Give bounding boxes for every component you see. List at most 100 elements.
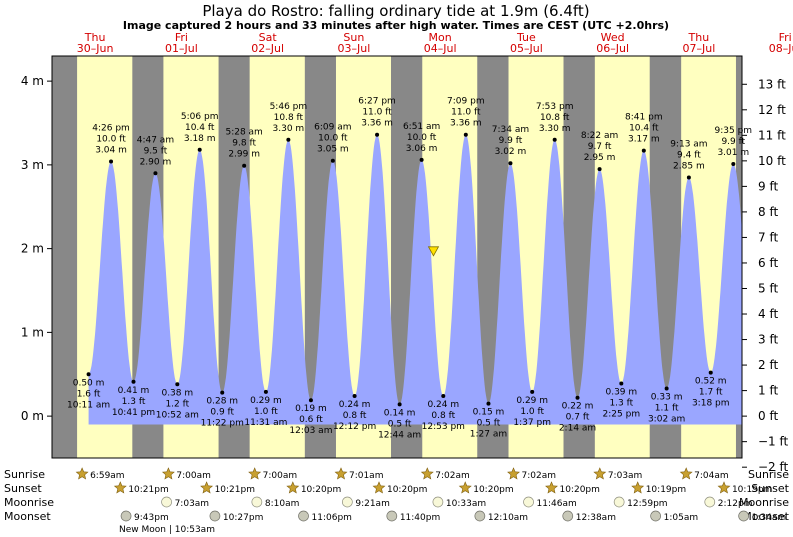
day-date-6: 06–Jul — [596, 42, 629, 55]
moonrise-icon-3 — [432, 496, 444, 508]
extreme-label-10-2: 12:03 am — [289, 426, 332, 436]
extreme-dot-19 — [508, 161, 513, 166]
extreme-label-4-2: 10:52 am — [156, 410, 199, 420]
moonrise-time-3: 10:33am — [446, 499, 486, 509]
moonrise-icon-6 — [704, 496, 716, 508]
extreme-dot-6 — [220, 390, 225, 395]
sunrise-icon-0 — [75, 467, 89, 480]
extreme-label-24-2: 2:25 pm — [603, 409, 641, 419]
sunset-icon-1 — [200, 481, 214, 494]
extreme-dot-16 — [441, 394, 446, 399]
y-tick-label-m-2: 2 m — [21, 242, 44, 256]
sunset-time-1: 10:21pm — [215, 485, 255, 495]
extreme-dot-14 — [397, 402, 402, 407]
extreme-dot-26 — [664, 386, 669, 391]
extreme-label-29-1: 9.9 ft — [721, 137, 745, 147]
extreme-label-7-1: 9.8 ft — [232, 139, 256, 149]
extreme-label-19-2: 3.02 m — [495, 147, 527, 157]
extreme-label-17-0: 7:09 pm — [447, 97, 485, 107]
extreme-label-5-2: 3.18 m — [184, 134, 216, 144]
extreme-label-1-2: 3.04 m — [95, 146, 127, 156]
extreme-label-21-2: 3.30 m — [539, 124, 571, 134]
extreme-label-29-2: 3.01 m — [717, 148, 749, 158]
sunrise-icon-2 — [248, 467, 262, 480]
y-axis-meters: 0 m 1 m 2 m 3 m 4 m — [21, 74, 52, 423]
day-date-5: 05–Jul — [510, 42, 543, 55]
sunrise-time-6: 7:03am — [608, 471, 643, 481]
sunrise-time-1: 7:00am — [176, 471, 211, 481]
y-tick-label-ft-14: 12 ft — [758, 103, 786, 117]
day-name-1: Fri — [175, 31, 188, 44]
y-tick-label-ft-12: 10 ft — [758, 154, 786, 168]
extreme-label-23-1: 9.7 ft — [588, 142, 612, 152]
extreme-label-22-0: 0.22 m — [562, 402, 594, 412]
extreme-dot-23 — [597, 167, 602, 172]
sunset-icon-4 — [458, 481, 472, 494]
extreme-label-10-0: 0.19 m — [295, 404, 327, 414]
moonrise-icon-0 — [161, 496, 172, 508]
extreme-label-19-1: 9.9 ft — [499, 136, 523, 146]
extreme-dot-7 — [242, 163, 247, 168]
y-tick-label-m-0: 0 m — [21, 409, 44, 423]
extreme-label-20-1: 1.0 ft — [520, 407, 544, 417]
y-tick-label-ft-15: 13 ft — [758, 77, 786, 91]
moonrise-time-2: 9:21am — [355, 499, 390, 509]
extreme-label-7-2: 2.99 m — [228, 150, 260, 160]
sunrise-icon-1 — [161, 467, 175, 480]
extreme-label-21-0: 7:53 pm — [536, 102, 574, 112]
day-name-5: Tue — [516, 31, 536, 44]
moonrise-time-0: 7:03am — [175, 499, 210, 509]
y-tick-label-ft-11: 9 ft — [758, 179, 778, 193]
extreme-dot-0 — [86, 372, 91, 377]
moonset-icon-1 — [209, 510, 221, 522]
new-moon-label: New Moon | 10:53am — [119, 525, 215, 535]
extreme-label-1-0: 4:26 pm — [92, 124, 130, 134]
sunset-icon-5 — [545, 481, 558, 494]
extreme-dot-5 — [197, 147, 202, 152]
extreme-dot-10 — [308, 398, 313, 403]
extreme-label-27-2: 2.85 m — [673, 161, 705, 171]
y-tick-label-ft-6: 4 ft — [758, 307, 778, 321]
moonrise-time-5: 12:59pm — [627, 499, 667, 509]
row-label-sunset-left: Sunset — [4, 482, 42, 495]
extreme-label-23-2: 2.95 m — [584, 153, 616, 163]
astro-table: Sunrise Sunset Moonrise Moonset Sunrise … — [4, 467, 790, 535]
chart-title: Playa do Rostro: falling ordinary tide a… — [202, 2, 589, 20]
y-tick-label-ft-1: −1 ft — [758, 435, 789, 449]
moonset-time-5: 12:38am — [576, 513, 616, 523]
day-date-7: 07–Jul — [682, 42, 715, 55]
day-name-6: Wed — [601, 31, 625, 44]
extreme-label-8-1: 1.0 ft — [254, 407, 278, 417]
moonset-icon-3 — [386, 510, 398, 522]
extreme-label-24-1: 1.3 ft — [609, 398, 633, 408]
extreme-dot-15 — [419, 157, 424, 162]
extreme-label-12-2: 12:12 pm — [333, 422, 376, 432]
row-label-moonrise-right: Moonrise — [739, 496, 789, 509]
extreme-dot-9 — [286, 137, 291, 142]
extreme-label-18-0: 0.15 m — [473, 408, 505, 418]
extreme-label-3-0: 4:47 am — [137, 135, 174, 145]
moonset-icon-5 — [562, 510, 574, 522]
sunrise-time-3: 7:01am — [349, 471, 384, 481]
moonrise-icon-2 — [342, 496, 353, 508]
extreme-label-27-0: 9:13 am — [670, 139, 707, 149]
day-name-4: Mon — [429, 31, 452, 44]
extreme-label-9-1: 10.8 ft — [274, 113, 304, 123]
extreme-label-11-1: 10.0 ft — [318, 134, 348, 144]
extreme-label-1-1: 10.0 ft — [96, 135, 126, 145]
extreme-label-15-2: 3.06 m — [406, 144, 438, 154]
sunset-time-7: 10:19pm — [732, 485, 772, 495]
day-name-8: Fri — [779, 31, 792, 44]
extreme-label-2-0: 0.41 m — [118, 386, 150, 396]
extreme-label-2-1: 1.3 ft — [122, 397, 146, 407]
moonset-time-6: 1:05am — [664, 513, 699, 523]
extreme-label-5-1: 10.4 ft — [185, 123, 215, 133]
y-axis-feet: −2 ft −1 ft 0 ft 1 ft 2 ft 3 ft 4 ft 5 ft 6 ft 7 … — [742, 77, 789, 474]
extreme-label-9-2: 3.30 m — [273, 124, 305, 134]
moonrise-time-1: 8:10am — [265, 499, 300, 509]
extreme-label-2-2: 10:41 pm — [112, 408, 155, 418]
extreme-label-11-0: 6:09 am — [314, 123, 351, 133]
y-tick-label-ft-3: 1 ft — [758, 384, 778, 398]
day-date-0: 30–Jun — [77, 42, 114, 55]
